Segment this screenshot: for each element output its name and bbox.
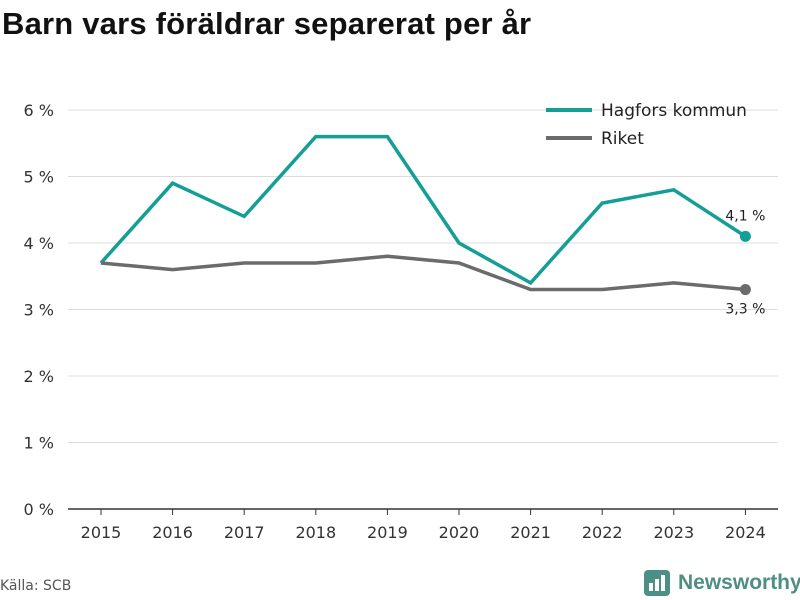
end-value-label-0: 4,1 % — [725, 208, 765, 224]
x-tick-label: 2021 — [510, 523, 551, 542]
series-line-0 — [99, 134, 747, 286]
series-end-point-1 — [739, 284, 751, 296]
source-note: Källa: SCB — [0, 578, 72, 594]
x-tick-label: 2020 — [439, 523, 480, 542]
brand-logo: Newsworthy — [644, 570, 800, 596]
legend-label-0: Hagfors kommun — [601, 101, 747, 121]
newsworthy-logo-icon — [644, 570, 670, 596]
y-tick-label: 3 % — [24, 301, 54, 320]
x-tick-label: 2018 — [295, 523, 336, 542]
x-tick-label: 2024 — [725, 523, 766, 542]
x-tick-label: 2023 — [653, 523, 694, 542]
legend-label-1: Riket — [601, 129, 644, 149]
y-tick-label: 6 % — [24, 101, 54, 120]
series-end-point-0 — [739, 230, 751, 242]
y-tick-label: 5 % — [24, 168, 54, 187]
brand-name: Newsworthy — [678, 571, 800, 594]
grid-lines — [68, 109, 778, 510]
y-tick-label: 4 % — [24, 234, 54, 253]
y-tick-label: 0 % — [24, 500, 54, 519]
x-tick-label: 2019 — [367, 523, 408, 542]
chart-title: Barn vars föräldrar separerat per år — [2, 6, 532, 41]
legend: Hagfors kommun Riket — [546, 101, 747, 149]
y-tick-label: 2 % — [24, 367, 54, 386]
data-labels: 4,1 % 3,3 % — [725, 208, 765, 317]
y-tick-label: 1 % — [24, 434, 54, 453]
series-lines — [99, 134, 751, 296]
end-value-label-1: 3,3 % — [725, 302, 765, 318]
x-tick-label: 2017 — [224, 523, 265, 542]
x-tick-label: 2015 — [81, 523, 122, 542]
axes: 0 % 1 % 2 % 3 % 4 % 5 % 6 % 2015 2016 2017 2018 201… — [24, 101, 766, 542]
x-tick-label: 2016 — [152, 523, 193, 542]
x-tick-label: 2022 — [582, 523, 623, 542]
series-line-1 — [100, 254, 746, 292]
